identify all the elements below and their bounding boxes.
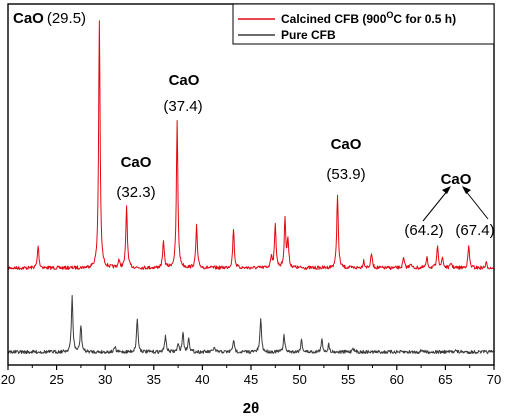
x-tick-label: 60 [390,372,404,387]
peak-compound-37-4: CaO [169,72,200,89]
peak-value-53-9: (53.9) [326,166,365,183]
x-tick-label: 40 [195,372,209,387]
x-tick-label: 30 [98,372,112,387]
peak-annotations: CaO (29.5) CaO (32.3) CaO (37.4) CaO (53.… [13,10,495,239]
x-tick-label: 25 [49,372,63,387]
pointer-arrow-64-2 [422,189,449,222]
x-axis-ticks: 20 25 30 35 40 45 50 55 60 65 70 [1,365,501,387]
peak-value-67-4: (67.4) [455,222,494,239]
peak-compound-29-5: CaO [13,10,44,27]
x-tick-label: 65 [438,372,452,387]
plot-frame [7,3,495,366]
peak-value-29-5: (29.5) [47,10,86,27]
series-line-1 [7,294,495,355]
peak-compound-64-67: CaO [441,171,472,188]
x-tick-label: 35 [147,372,161,387]
legend-label-calcined: Calcined CFB (900OC for 0.5 h) [281,10,456,26]
peak-value-37-4: (37.4) [163,98,202,115]
x-tick-label: 45 [244,372,258,387]
legend-label-pure: Pure CFB [281,28,336,42]
arrowhead-64-2 [442,186,451,194]
peak-value-64-2: (64.2) [404,222,443,239]
x-axis-title: 2θ [243,400,259,417]
arrowhead-67-4 [462,186,471,194]
legend-label-superscript: O [386,10,393,20]
legend-label-suffix: C for 0.5 h) [393,12,456,26]
x-tick-label: 50 [292,372,306,387]
peak-compound-32-3: CaO [121,154,152,171]
peak-compound-53-9: CaO [331,136,362,153]
x-tick-label: 70 [487,372,501,387]
legend: Calcined CFB (900OC for 0.5 h) Pure CFB [232,3,495,45]
series-line-0 [7,20,495,271]
x-tick-label: 55 [341,372,355,387]
x-tick-label: 20 [1,372,15,387]
pointer-arrow-67-4 [464,189,489,220]
peak-value-32-3: (32.3) [116,184,155,201]
series-lines [7,20,495,355]
legend-box [232,3,495,45]
peak-annotation-29-5: CaO (29.5) [13,10,86,27]
